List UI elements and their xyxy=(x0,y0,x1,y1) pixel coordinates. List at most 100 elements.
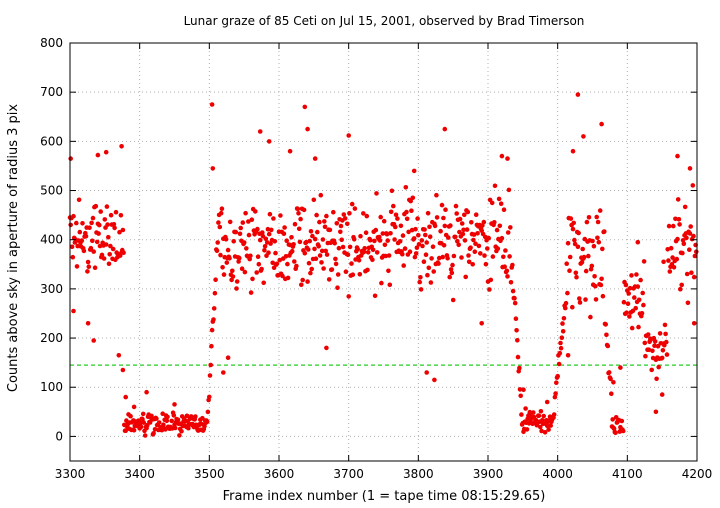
data-point xyxy=(577,300,583,305)
data-point xyxy=(634,272,639,277)
data-point xyxy=(209,343,214,349)
data-point xyxy=(673,216,678,222)
data-point xyxy=(427,234,433,239)
data-point xyxy=(579,259,585,265)
data-point xyxy=(116,353,122,358)
data-point xyxy=(420,243,425,249)
data-point xyxy=(138,420,143,426)
data-point xyxy=(517,387,523,392)
data-point xyxy=(570,304,575,310)
data-point xyxy=(93,203,99,209)
data-point xyxy=(657,331,663,336)
data-point xyxy=(629,273,634,278)
data-point xyxy=(501,254,506,260)
data-point xyxy=(588,314,593,320)
data-point xyxy=(255,254,261,259)
data-point xyxy=(393,224,398,230)
data-point xyxy=(278,213,283,218)
data-point xyxy=(96,231,101,236)
data-point xyxy=(266,250,271,255)
data-point xyxy=(592,274,597,279)
data-point xyxy=(438,228,443,234)
data-point xyxy=(97,222,102,228)
data-point xyxy=(246,232,252,238)
data-point xyxy=(172,402,177,407)
data-point xyxy=(221,370,226,375)
data-point xyxy=(691,321,697,326)
data-point xyxy=(462,212,467,218)
data-point xyxy=(473,241,478,246)
data-point xyxy=(581,254,587,260)
data-point xyxy=(342,216,348,221)
data-point xyxy=(209,327,215,333)
data-point xyxy=(294,263,299,269)
data-point xyxy=(413,226,418,232)
data-point xyxy=(332,240,338,246)
data-point xyxy=(414,245,420,250)
data-point xyxy=(595,235,600,241)
data-point xyxy=(118,213,124,218)
data-point xyxy=(333,261,339,267)
data-point xyxy=(667,269,673,274)
data-point xyxy=(636,297,642,303)
data-point xyxy=(208,362,213,368)
data-point xyxy=(418,275,423,280)
data-point xyxy=(165,414,170,420)
data-point xyxy=(575,92,581,97)
data-point xyxy=(518,393,523,399)
data-point xyxy=(131,404,137,410)
x-tick-label: 3400 xyxy=(124,467,155,481)
data-point xyxy=(392,237,397,242)
data-point xyxy=(576,230,581,236)
data-point xyxy=(101,256,107,261)
data-point xyxy=(633,305,638,311)
data-point xyxy=(659,392,665,397)
data-point xyxy=(246,219,251,224)
data-point xyxy=(656,364,661,370)
data-point xyxy=(600,293,606,299)
data-point xyxy=(531,410,536,415)
data-point xyxy=(355,246,361,252)
data-point xyxy=(468,245,473,250)
data-point xyxy=(554,380,559,386)
chart-title: Lunar graze of 85 Ceti on Jul 15, 2001, … xyxy=(184,14,585,28)
data-point xyxy=(570,226,576,232)
data-point xyxy=(302,250,308,256)
data-point xyxy=(448,267,454,272)
data-point xyxy=(305,279,310,284)
data-point xyxy=(346,294,352,299)
data-point xyxy=(298,216,303,222)
data-point xyxy=(386,268,391,274)
data-point xyxy=(261,280,267,286)
data-point xyxy=(387,282,393,288)
data-point xyxy=(186,425,191,431)
data-point xyxy=(297,239,303,245)
data-point xyxy=(308,270,313,276)
data-point xyxy=(541,413,546,419)
data-point xyxy=(393,212,399,218)
data-point xyxy=(256,261,262,267)
data-point xyxy=(426,265,432,271)
data-point xyxy=(680,250,685,256)
data-point xyxy=(90,215,96,221)
data-point xyxy=(121,250,126,255)
data-point xyxy=(102,217,108,222)
data-point xyxy=(384,231,390,237)
data-point xyxy=(412,254,418,260)
data-point xyxy=(268,241,273,246)
data-point xyxy=(403,185,409,190)
data-point xyxy=(287,148,293,154)
data-point xyxy=(613,430,618,436)
data-point xyxy=(586,215,592,220)
data-point xyxy=(448,223,453,228)
data-point xyxy=(514,328,519,333)
data-points xyxy=(67,92,699,438)
data-point xyxy=(303,239,309,245)
data-point xyxy=(553,391,558,396)
data-point xyxy=(274,261,280,267)
data-point xyxy=(406,229,411,235)
data-point xyxy=(378,214,384,220)
data-point xyxy=(241,240,247,245)
data-point xyxy=(536,413,542,419)
data-point xyxy=(193,414,198,419)
